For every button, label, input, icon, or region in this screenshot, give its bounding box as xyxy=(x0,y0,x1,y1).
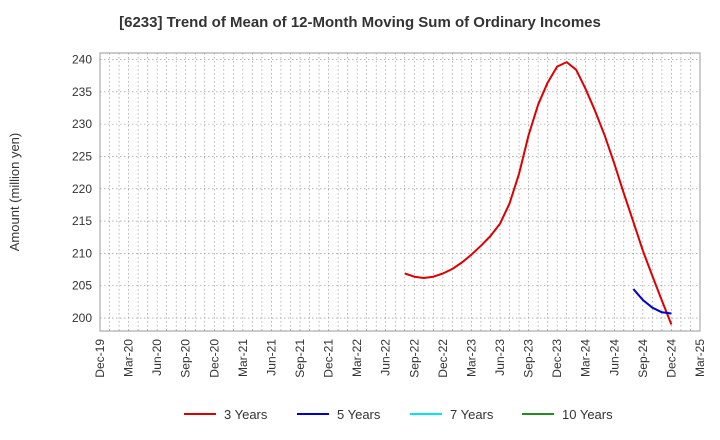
x-tick-label: Dec-21 xyxy=(322,339,336,378)
x-tick-label: Jun-22 xyxy=(379,339,393,376)
chart-title: [6233] Trend of Mean of 12-Month Moving … xyxy=(119,14,601,31)
x-tick-label: Mar-22 xyxy=(350,339,364,377)
y-axis-label: Amount (million yen) xyxy=(7,133,22,252)
x-tick-label: Sep-22 xyxy=(407,339,421,378)
y-tick-label: 210 xyxy=(72,246,92,260)
x-tick-label: Dec-22 xyxy=(436,339,450,378)
x-tick-label: Sep-20 xyxy=(179,339,193,378)
x-tick-label: Sep-23 xyxy=(522,339,536,378)
y-tick-label: 240 xyxy=(72,52,92,66)
legend-label: 7 Years xyxy=(450,407,494,422)
y-tick-label: 225 xyxy=(72,149,92,163)
x-tick-label: Sep-24 xyxy=(636,339,650,378)
legend-label: 5 Years xyxy=(337,407,381,422)
series-line-5-years xyxy=(632,288,672,315)
x-tick-label: Jun-20 xyxy=(150,339,164,376)
series-line-3-years xyxy=(404,61,673,325)
legend-label: 10 Years xyxy=(562,407,613,422)
x-tick-label: Dec-24 xyxy=(664,339,678,378)
y-tick-label: 215 xyxy=(72,214,92,228)
grid-lines xyxy=(100,53,700,331)
legend: 3 Years 5 Years 7 Years 10 Years xyxy=(184,407,613,422)
x-tick-label: Dec-23 xyxy=(550,339,564,378)
x-tick-label: Mar-20 xyxy=(122,339,136,377)
x-axis-ticks: Dec-19 Mar-20 Jun-20 Sep-20 Dec-20 Mar-21 Jun-… xyxy=(93,339,707,378)
x-tick-label: Mar-21 xyxy=(236,339,250,377)
series-lines xyxy=(404,61,673,325)
x-tick-label: Sep-21 xyxy=(293,339,307,378)
y-tick-label: 230 xyxy=(72,117,92,131)
plot-frame xyxy=(99,52,701,332)
x-tick-label: Jun-24 xyxy=(607,339,621,376)
y-tick-label: 200 xyxy=(72,311,92,325)
x-tick-label: Dec-20 xyxy=(207,339,221,378)
x-tick-label: Mar-25 xyxy=(693,339,707,377)
y-tick-label: 220 xyxy=(72,182,92,196)
y-tick-label: 205 xyxy=(72,279,92,293)
legend-label: 3 Years xyxy=(224,407,268,422)
x-tick-label: Mar-24 xyxy=(579,339,593,377)
y-axis-ticks: 200 205 210 215 220 225 230 235 240 xyxy=(72,52,92,325)
x-tick-label: Mar-23 xyxy=(464,339,478,377)
x-tick-label: Jun-21 xyxy=(264,339,278,376)
y-tick-label: 235 xyxy=(72,85,92,99)
x-tick-label: Dec-19 xyxy=(93,339,107,378)
x-tick-label: Jun-23 xyxy=(493,339,507,376)
